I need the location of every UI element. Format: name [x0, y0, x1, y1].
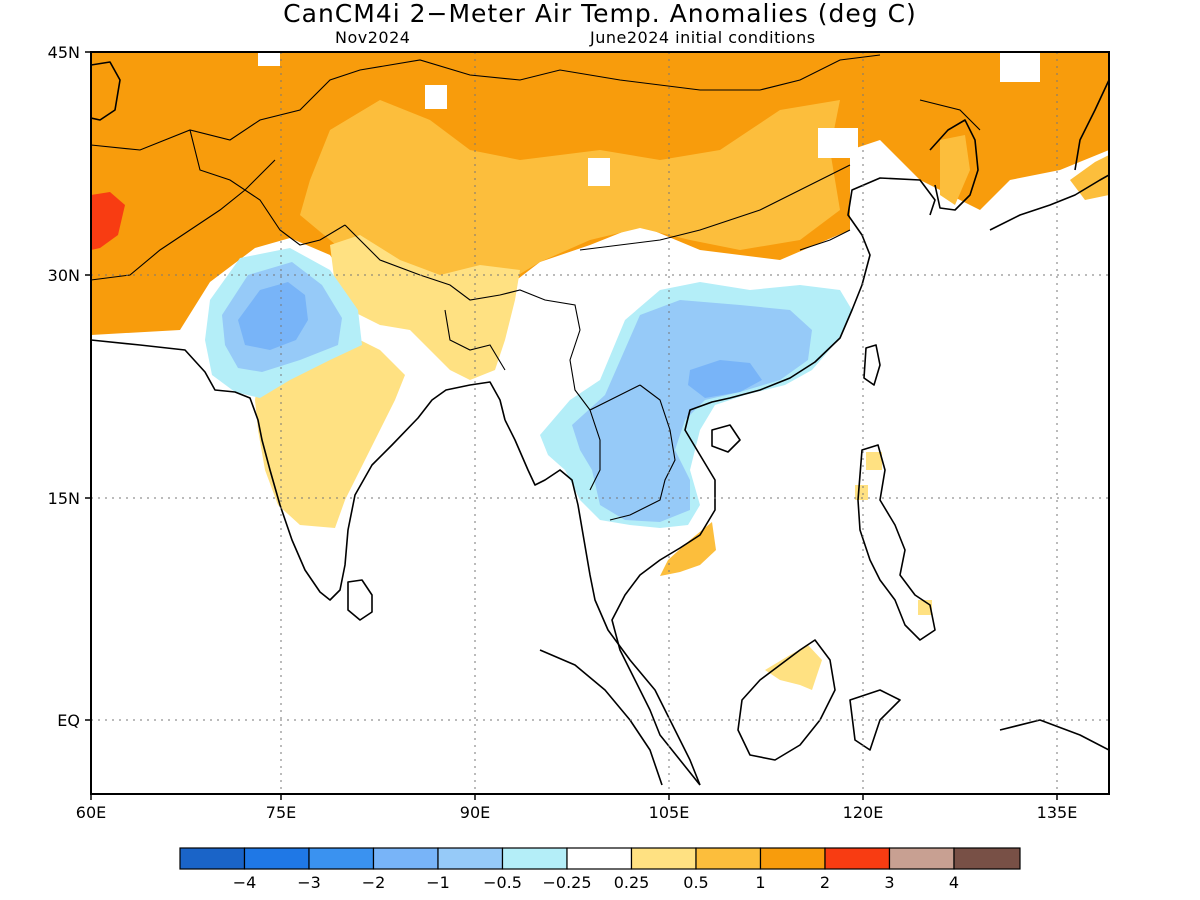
missing-data-cell	[1000, 52, 1040, 82]
colorbar-box-5	[501, 847, 568, 870]
graticule	[91, 52, 1109, 794]
coastline-indochina	[611, 177, 936, 786]
lat-label-30n: 30N	[48, 266, 80, 285]
colorbar-label-11: 4	[949, 873, 959, 892]
lon-label-135e: 135E	[1037, 803, 1078, 822]
lon-label-75e: 75E	[266, 803, 296, 822]
colorbar-box-7	[630, 847, 697, 870]
anomaly-fields	[91, 52, 1109, 794]
colorbar-label-10: 3	[884, 873, 894, 892]
missing-data-cell	[818, 128, 858, 158]
anomaly-region-p05-p1-vietnam	[660, 522, 716, 576]
colorbar-box-0	[179, 847, 246, 870]
coastline-myanmar-malaya	[504, 419, 701, 786]
anomaly-region-p05-p1-tibet	[300, 100, 840, 305]
coastline-philippines	[857, 444, 936, 641]
missing-data-cell	[588, 158, 610, 186]
coastline-sumatra	[539, 649, 663, 786]
colorbar-box-4	[437, 847, 504, 870]
colorbar-box-3	[372, 847, 439, 870]
coastlines	[91, 61, 1109, 786]
colorbar-label-4: −0.5	[483, 873, 522, 892]
lon-label-60e: 60E	[76, 803, 106, 822]
colorbar-box-6	[566, 847, 633, 870]
initial-conditions-label: June2024 initial conditions	[590, 28, 816, 47]
country-borders	[91, 54, 981, 521]
anomaly-region-p05-p1-korea	[940, 135, 970, 205]
lon-label-120e: 120E	[843, 803, 884, 822]
colorbar-label-9: 2	[820, 873, 830, 892]
colorbar-label-8: 1	[755, 873, 765, 892]
coastline-sulawesi	[849, 689, 901, 751]
forecast-month: Nov2024	[335, 28, 411, 47]
coastline-taiwan	[863, 344, 881, 386]
colorbar-label-2: −2	[362, 873, 386, 892]
axis-ticks	[85, 51, 1058, 800]
colorbar-label-7: 0.5	[683, 873, 708, 892]
missing-data-cell	[258, 52, 280, 66]
lat-label-eq: EQ	[57, 711, 80, 730]
missing-data-cell	[425, 85, 447, 109]
anomaly-region-neg1-neg2-india	[238, 282, 308, 350]
anomaly-region-neg05-neg1-indochina	[572, 300, 812, 522]
coastline-hainan	[711, 424, 741, 453]
colorbar-label-3: −1	[426, 873, 450, 892]
colorbar-label-5: −0.25	[542, 873, 591, 892]
coastline-japan	[989, 79, 1109, 231]
lat-label-45n: 45N	[48, 43, 80, 62]
colorbar-box-2	[308, 847, 375, 870]
map-title: CanCM4i 2−Meter Air Temp. Anomalies (deg…	[283, 0, 917, 28]
coastline-newguinea	[999, 719, 1109, 751]
lat-label-15n: 15N	[48, 489, 80, 508]
colorbar-box-9	[759, 847, 826, 870]
colorbar-box-12	[953, 847, 1021, 870]
colorbar-box-8	[695, 847, 762, 870]
anomaly-region-p025-p05-borneo	[765, 645, 822, 690]
anomaly-region-p025-p05-himalaya	[330, 235, 520, 380]
colorbar-box-10	[824, 847, 891, 870]
colorbar-box-11	[888, 847, 955, 870]
anomaly-region-p05-p1-japan	[1070, 155, 1109, 200]
coastline-srilanka	[347, 579, 373, 621]
colorbar-box-1	[243, 847, 310, 870]
lon-label-105e: 105E	[649, 803, 690, 822]
anomaly-region-p025-p05-india	[255, 340, 405, 528]
anomaly-region-p025-p05-luzon	[866, 452, 882, 470]
colorbar-label-0: −4	[233, 873, 257, 892]
anomaly-region-neg1-neg2-southchina	[688, 360, 762, 398]
lon-label-90e: 90E	[460, 803, 490, 822]
anomaly-region-p2-p3-iran	[91, 192, 125, 250]
coastline-borneo	[737, 639, 836, 761]
colorbar-label-1: −3	[297, 873, 321, 892]
colorbar-label-6: 0.25	[614, 873, 650, 892]
coastline-india	[91, 339, 506, 601]
map-frame	[90, 51, 1110, 795]
colorbar: −4 −3 −2 −1 −0.5 −0.25 0.25 0.5 1 2 3 4	[179, 847, 1021, 892]
coastline-korea	[929, 119, 979, 211]
coastline-caspian	[91, 61, 121, 121]
